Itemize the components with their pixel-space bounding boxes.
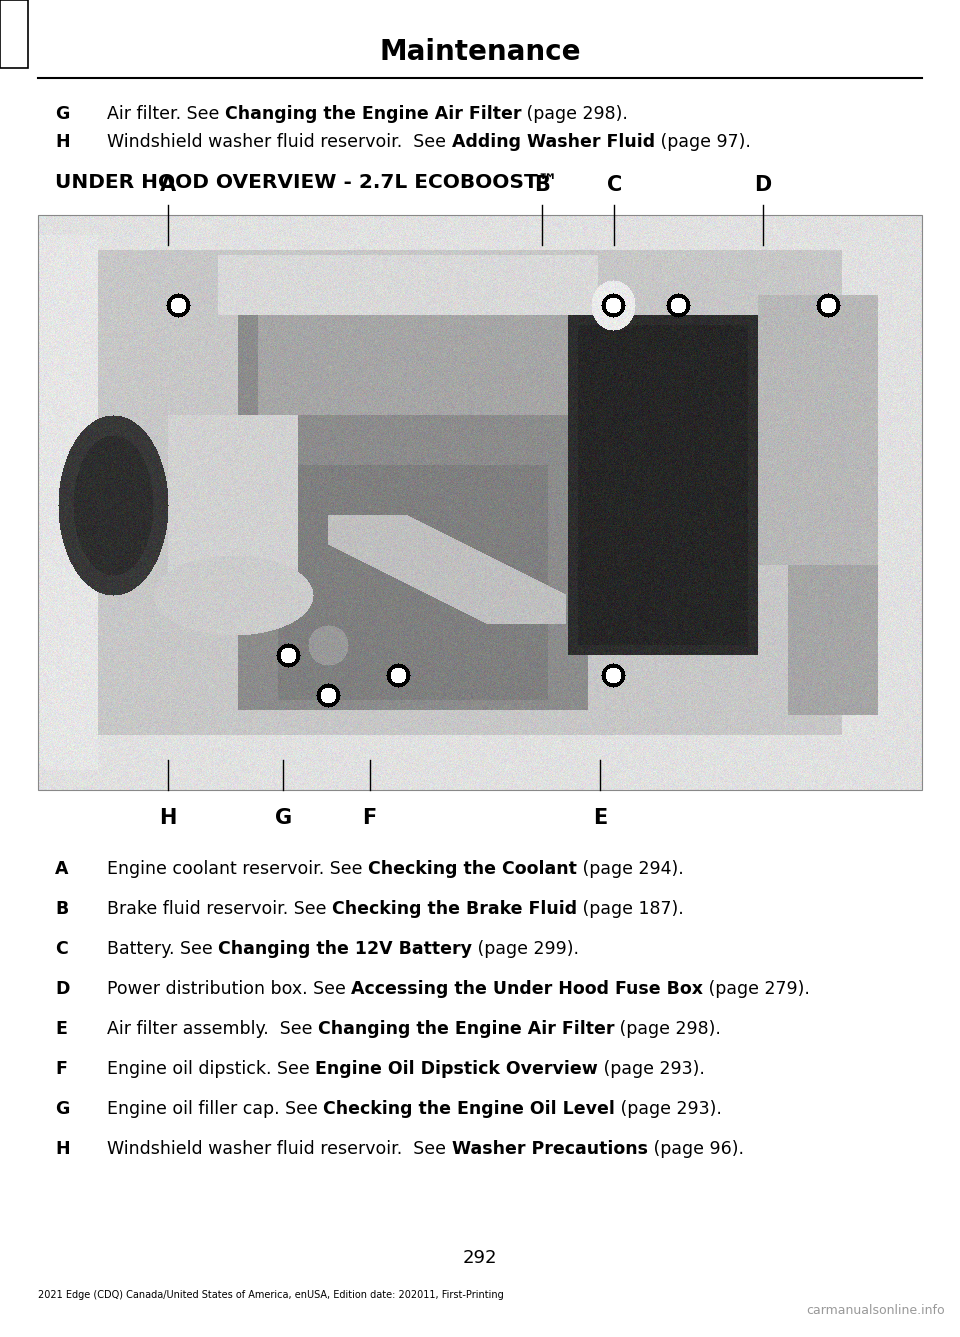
Text: Changing the 12V Battery: Changing the 12V Battery [218, 940, 472, 959]
Text: Engine Oil Dipstick Overview: Engine Oil Dipstick Overview [315, 1060, 598, 1078]
Text: (page 299).: (page 299). [472, 940, 579, 959]
Text: (page 298).: (page 298). [521, 106, 628, 123]
Text: F: F [55, 1060, 67, 1078]
Bar [0, 0, 28, 68]
Text: Checking the Engine Oil Level: Checking the Engine Oil Level [324, 1100, 615, 1118]
Text: E: E [55, 1020, 67, 1038]
Text: Checking the Brake Fluid: Checking the Brake Fluid [332, 900, 577, 919]
Text: E: E [593, 808, 607, 828]
Text: (page 187).: (page 187). [577, 900, 684, 919]
Text: Accessing the Under Hood Fuse Box: Accessing the Under Hood Fuse Box [351, 980, 704, 997]
Text: D: D [55, 980, 69, 997]
Text: (page 293).: (page 293). [615, 1100, 722, 1118]
Text: Brake fluid reservoir. See: Brake fluid reservoir. See [107, 900, 332, 919]
Text: Engine coolant reservoir. See: Engine coolant reservoir. See [107, 860, 368, 878]
Text: Battery. See: Battery. See [107, 940, 218, 959]
Text: Windshield washer fluid reservoir.  See: Windshield washer fluid reservoir. See [107, 1140, 451, 1158]
Text: H: H [159, 808, 177, 828]
Text: C: C [55, 940, 68, 959]
Text: Power distribution box. See: Power distribution box. See [107, 980, 351, 997]
Text: A: A [55, 860, 68, 878]
Text: Changing the Engine Air Filter: Changing the Engine Air Filter [225, 106, 521, 123]
Text: (page 294).: (page 294). [577, 860, 684, 878]
Text: F: F [363, 808, 376, 828]
Text: Engine oil dipstick. See: Engine oil dipstick. See [107, 1060, 315, 1078]
Text: Washer Precautions: Washer Precautions [451, 1140, 647, 1158]
Text: G: G [55, 106, 69, 123]
Text: G: G [275, 808, 292, 828]
Text: UNDER HOOD OVERVIEW - 2.7L ECOBOOST™: UNDER HOOD OVERVIEW - 2.7L ECOBOOST™ [55, 172, 558, 193]
Text: C: C [607, 175, 622, 195]
Text: (page 97).: (page 97). [655, 132, 751, 151]
Text: Air filter assembly.  See: Air filter assembly. See [107, 1020, 318, 1038]
Text: Air filter. See: Air filter. See [107, 106, 225, 123]
Text: Windshield washer fluid reservoir.  See: Windshield washer fluid reservoir. See [107, 132, 451, 151]
Text: 292: 292 [463, 1249, 497, 1267]
Text: Adding Washer Fluid: Adding Washer Fluid [451, 132, 655, 151]
Bar [38, 215, 922, 790]
Text: B: B [535, 175, 550, 195]
Text: Engine oil filler cap. See: Engine oil filler cap. See [107, 1100, 324, 1118]
Text: H: H [55, 132, 70, 151]
Text: (page 279).: (page 279). [704, 980, 810, 997]
Text: Changing the Engine Air Filter: Changing the Engine Air Filter [318, 1020, 614, 1038]
Text: (page 298).: (page 298). [614, 1020, 721, 1038]
Text: G: G [55, 1100, 69, 1118]
Text: D: D [755, 175, 772, 195]
Text: 2021 Edge (CDQ) Canada/United States of America, enUSA, Edition date: 202011, Fi: 2021 Edge (CDQ) Canada/United States of … [38, 1290, 504, 1300]
Text: Checking the Coolant: Checking the Coolant [368, 860, 577, 878]
Text: (page 96).: (page 96). [647, 1140, 743, 1158]
Text: Maintenance: Maintenance [379, 37, 581, 66]
Text: carmanualsonline.info: carmanualsonline.info [806, 1304, 945, 1317]
Text: H: H [55, 1140, 70, 1158]
Text: (page 293).: (page 293). [598, 1060, 705, 1078]
Text: A: A [160, 175, 176, 195]
Text: B: B [55, 900, 68, 919]
